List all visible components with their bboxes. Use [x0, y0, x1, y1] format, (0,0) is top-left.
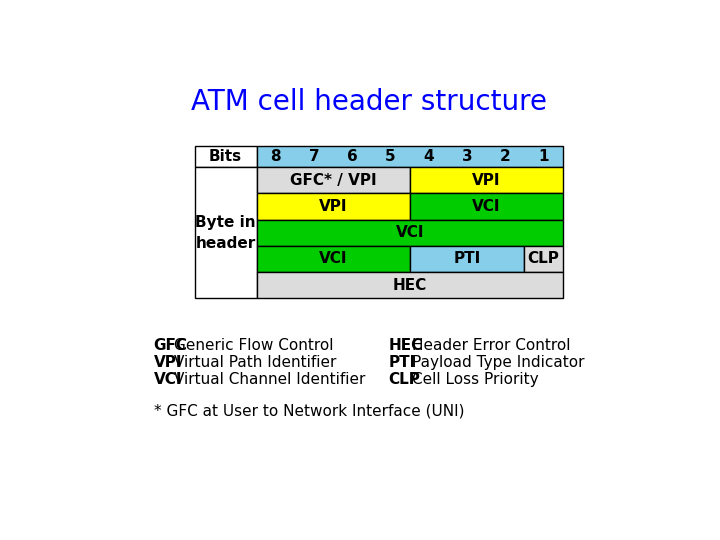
- Text: Payload Type Indicator: Payload Type Indicator: [412, 355, 584, 370]
- Bar: [256, 272, 563, 298]
- Bar: [256, 167, 410, 193]
- Bar: [194, 167, 256, 298]
- Text: Byte in
header: Byte in header: [195, 215, 256, 251]
- Text: Virtual Path Identifier: Virtual Path Identifier: [174, 355, 336, 370]
- Text: Bits: Bits: [209, 149, 242, 164]
- Text: PTI: PTI: [454, 251, 481, 266]
- Text: GFC: GFC: [153, 339, 187, 353]
- Text: 3: 3: [462, 149, 472, 164]
- Bar: [256, 246, 410, 272]
- Text: VCI: VCI: [472, 199, 500, 214]
- Bar: [256, 146, 563, 167]
- Text: Header Error Control: Header Error Control: [412, 339, 570, 353]
- Bar: [410, 193, 563, 220]
- Bar: [256, 220, 563, 246]
- Text: VCI: VCI: [153, 372, 182, 387]
- Text: 2: 2: [500, 149, 510, 164]
- Text: Generic Flow Control: Generic Flow Control: [174, 339, 333, 353]
- Text: VPI: VPI: [472, 173, 500, 188]
- Text: Virtual Channel Identifier: Virtual Channel Identifier: [174, 372, 365, 387]
- Bar: [410, 246, 524, 272]
- Bar: [194, 146, 256, 167]
- Text: HEC: HEC: [392, 278, 427, 293]
- Bar: [410, 167, 563, 193]
- Text: HEC: HEC: [388, 339, 423, 353]
- Text: GFC* / VPI: GFC* / VPI: [290, 173, 377, 188]
- Text: ATM cell header structure: ATM cell header structure: [191, 88, 547, 116]
- Text: 8: 8: [271, 149, 281, 164]
- Text: 1: 1: [539, 149, 549, 164]
- Text: 4: 4: [423, 149, 434, 164]
- Text: 5: 5: [385, 149, 396, 164]
- Text: 7: 7: [309, 149, 320, 164]
- Text: PTI: PTI: [388, 355, 415, 370]
- Text: VCI: VCI: [319, 251, 348, 266]
- Text: VCI: VCI: [395, 225, 424, 240]
- Text: 6: 6: [347, 149, 358, 164]
- Text: * GFC at User to Network Interface (UNI): * GFC at User to Network Interface (UNI): [153, 403, 464, 418]
- Text: CLP: CLP: [388, 372, 420, 387]
- Text: CLP: CLP: [528, 251, 559, 266]
- Text: Cell Loss Priority: Cell Loss Priority: [412, 372, 539, 387]
- Bar: [256, 193, 410, 220]
- Text: VPI: VPI: [319, 199, 348, 214]
- Text: VPI: VPI: [153, 355, 182, 370]
- Bar: [524, 246, 563, 272]
